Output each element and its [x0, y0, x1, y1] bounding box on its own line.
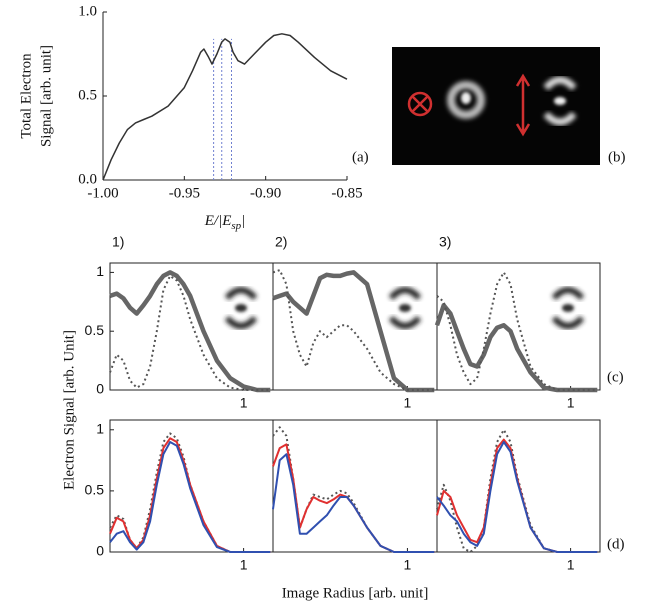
panel-title: 1) [112, 234, 124, 250]
plot-frame [436, 419, 601, 553]
x-axis-label-part: E/|E [204, 213, 232, 229]
inset-image [388, 315, 422, 329]
x-tick-label: 1 [404, 395, 412, 411]
series-line [434, 303, 598, 393]
series-line [272, 270, 435, 393]
series-line [109, 270, 271, 393]
inset-image [235, 304, 247, 312]
image-background [392, 47, 600, 165]
x-axis-label: Image Radius [arb. unit] [282, 585, 429, 601]
y-tick-label: 0.0 [78, 171, 97, 187]
y-tick-label: 0 [96, 381, 104, 397]
into-page-symbol [407, 91, 433, 117]
panel-label: (c) [607, 369, 624, 385]
panel-label: (b) [608, 149, 626, 165]
x-tick-label: -0.90 [250, 185, 281, 201]
series-line [272, 269, 435, 391]
inset-image [388, 287, 422, 301]
y-axis-label: Electron Signal [arb. Unit] [61, 330, 77, 490]
series-line [109, 441, 271, 553]
x-tick-label: 1 [240, 395, 248, 411]
y-axis-label: Total Electron [18, 53, 34, 139]
series-line [102, 33, 348, 181]
x-tick-label: 1 [567, 557, 575, 573]
y-tick-label: 1 [96, 263, 104, 279]
x-tick-label: 1 [240, 557, 248, 573]
y-tick-label: 0.5 [78, 87, 97, 103]
y-tick-label: 1 [96, 420, 104, 436]
ring-center [461, 92, 471, 104]
y-tick-label: 0.5 [85, 482, 105, 498]
y-tick-label: 0.5 [85, 322, 105, 338]
y-axis-label: Signal [arb. unit] [38, 45, 54, 147]
series-line [436, 441, 598, 553]
plot-frame [436, 262, 601, 391]
series-line [109, 437, 271, 553]
series-line [272, 426, 435, 553]
pattern-center [554, 97, 566, 105]
x-tick-label: 1 [404, 557, 412, 573]
series-line [436, 271, 598, 391]
panel-label: (d) [607, 536, 625, 552]
series-line [272, 453, 435, 553]
x-tick-label: -0.95 [169, 185, 200, 201]
ring-image [447, 81, 485, 119]
x-tick-label: -1.00 [87, 185, 118, 201]
inset-image [399, 304, 411, 312]
y-tick-label: 1.0 [78, 3, 97, 19]
panel-label: (a) [352, 149, 369, 165]
inset-image [562, 304, 574, 312]
inset-image [551, 287, 585, 301]
polarization-arrow [515, 73, 531, 137]
series-line [436, 438, 598, 553]
series-line [109, 432, 271, 553]
panel-title: 3) [439, 234, 451, 250]
x-tick-label: -0.85 [331, 185, 362, 201]
x-axis-label-part: sp [231, 220, 241, 232]
plot-frame [272, 419, 438, 553]
into-page-cross [411, 95, 429, 113]
pattern-bottom [543, 111, 577, 126]
inset-image [224, 287, 258, 301]
inset-image [551, 315, 585, 329]
inset-image [224, 315, 258, 329]
y-tick-label: 0 [96, 543, 104, 559]
x-axis-label: E/|Esp| [204, 213, 246, 231]
x-axis-label-part: | [241, 213, 245, 229]
series-line [436, 428, 598, 553]
x-tick-label: 1 [567, 395, 575, 411]
panel-b-image [392, 47, 600, 165]
panel-title: 2) [275, 234, 287, 250]
series-line [272, 443, 435, 553]
pattern-top [543, 76, 577, 91]
